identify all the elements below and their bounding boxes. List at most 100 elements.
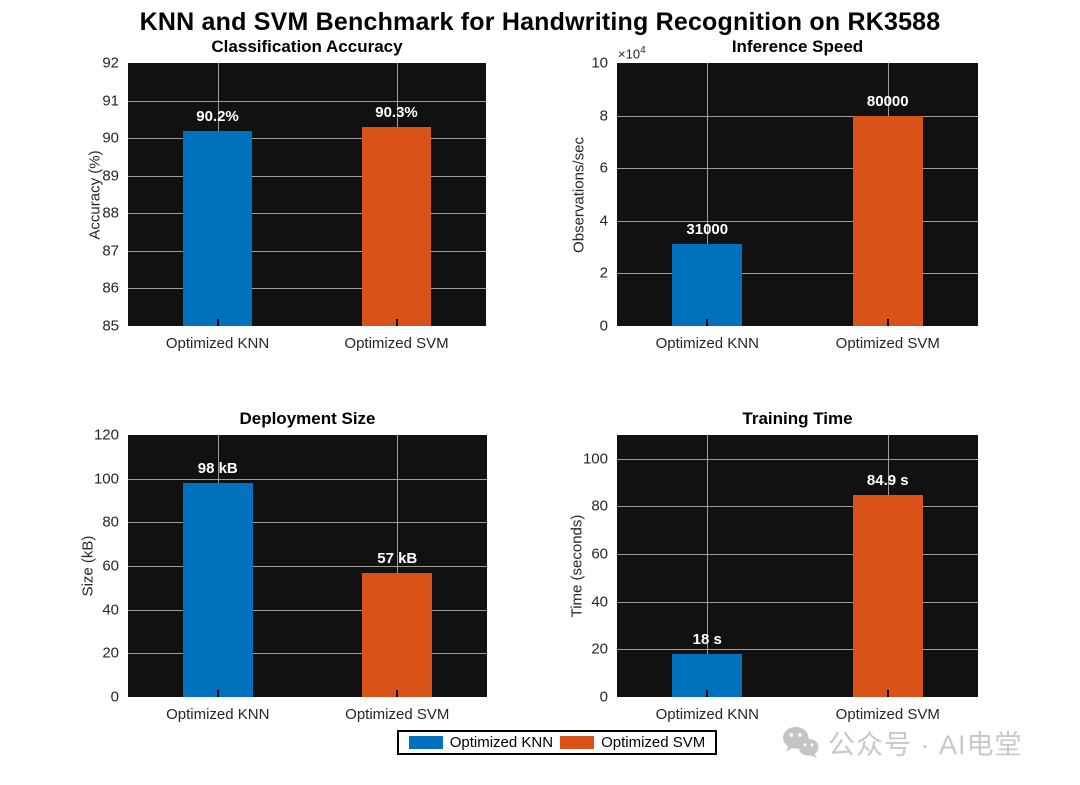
h-gridline <box>128 100 486 102</box>
bar-optimized-svm <box>852 115 923 326</box>
x-tick-label: Optimized KNN <box>166 706 270 723</box>
y-tick-label: 60 <box>591 545 608 563</box>
x-tick-label: Optimized KNN <box>655 335 759 352</box>
h-gridline <box>128 250 486 252</box>
y-tick-label: 80 <box>591 497 608 515</box>
h-gridline <box>617 458 978 460</box>
subplot-title: Deployment Size <box>239 409 376 428</box>
y-tick-label: 100 <box>582 450 608 468</box>
watermark: 公众号 · AI电堂 <box>781 722 1023 762</box>
bar-optimized-svm <box>852 494 923 697</box>
h-gridline <box>128 609 487 611</box>
y-axis-label: Accuracy (%) <box>86 149 104 240</box>
h-gridline <box>617 220 978 222</box>
x-tick-mark <box>706 690 709 697</box>
y-tick-label: 2 <box>599 264 608 282</box>
bar-optimized-knn <box>182 130 253 326</box>
x-tick-label: Optimized SVM <box>835 335 940 352</box>
y-tick-label: 88 <box>102 204 119 222</box>
x-tick-mark <box>396 690 399 697</box>
h-gridline <box>617 506 978 508</box>
h-gridline <box>128 138 486 140</box>
y-axis-label: Size (kB) <box>79 535 97 597</box>
y-tick-label: 6 <box>599 159 608 177</box>
x-tick-mark <box>216 319 219 326</box>
bar-value-label: 84.9 s <box>866 471 909 489</box>
y-tick-label: 60 <box>102 557 119 575</box>
bar-optimized-knn <box>672 654 743 697</box>
y-axis-label: Time (seconds) <box>568 514 586 618</box>
h-gridline <box>617 601 978 603</box>
x-tick-label: Optimized KNN <box>655 706 759 723</box>
x-tick-label: Optimized SVM <box>345 706 450 723</box>
legend-swatch-knn <box>408 736 443 749</box>
x-tick-mark <box>886 690 889 697</box>
x-tick-mark <box>216 690 219 697</box>
y-tick-label: 91 <box>102 92 119 110</box>
legend: Optimized KNN Optimized SVM <box>397 730 717 755</box>
h-gridline <box>128 653 487 655</box>
y-tick-label: 89 <box>102 167 119 185</box>
bar-optimized-knn <box>672 244 743 326</box>
y-tick-label: 20 <box>102 644 119 662</box>
y-tick-label: 100 <box>93 470 119 488</box>
h-gridline <box>617 649 978 651</box>
bar-optimized-knn <box>182 483 253 697</box>
subplot-title: Training Time <box>742 409 853 428</box>
chart-plot-area-2: Inference Speed Observations/sec ×104 0 2 4 6 8… <box>571 37 978 352</box>
bar-value-label: 18 s <box>692 631 722 649</box>
bar-value-label: 80000 <box>866 92 909 110</box>
y-tick-label: 85 <box>102 317 119 335</box>
x-tick-label: Optimized SVM <box>835 706 940 723</box>
y-tick-label: 40 <box>591 593 608 611</box>
y-tick-label: 87 <box>102 242 119 260</box>
bar-value-label: 31000 <box>686 221 729 239</box>
x-tick-mark <box>706 319 709 326</box>
watermark-text: 公众号 · AI电堂 <box>828 729 1023 760</box>
h-gridline <box>617 168 978 170</box>
bar-optimized-svm <box>362 572 433 697</box>
h-gridline <box>128 175 486 177</box>
y-tick-label: 80 <box>102 513 119 531</box>
y-tick-label: 10 <box>591 54 608 72</box>
h-gridline <box>617 554 978 556</box>
chart-plot-area-4: Training Time Time (seconds) 0 20 40 60 80 100 1… <box>569 409 978 723</box>
y-tick-label: 90 <box>102 129 119 147</box>
bar-value-label: 90.2% <box>196 107 239 125</box>
x-tick-mark <box>886 319 889 326</box>
v-gridline <box>707 63 709 326</box>
legend-label-svm: Optimized SVM <box>601 734 706 751</box>
y-tick-label: 0 <box>599 317 608 335</box>
h-gridline <box>128 213 486 215</box>
y-tick-label: 0 <box>110 688 119 706</box>
bar-value-label: 98 kB <box>197 460 238 478</box>
y-tick-label: 20 <box>591 640 608 658</box>
axis-exponent-label: ×104 <box>618 44 646 61</box>
y-tick-label: 120 <box>93 426 119 444</box>
h-gridline <box>128 522 487 524</box>
bar-value-label: 90.3% <box>375 103 418 121</box>
legend-label-knn: Optimized KNN <box>449 734 554 751</box>
bar-optimized-svm <box>361 126 432 326</box>
y-tick-label: 8 <box>599 107 608 125</box>
wechat-icon <box>781 725 819 759</box>
subplot-title: Inference Speed <box>731 37 864 56</box>
y-tick-label: 92 <box>102 54 119 72</box>
x-tick-label: Optimized KNN <box>165 335 270 352</box>
figure-title: KNN and SVM Benchmark for Handwriting Re… <box>139 8 941 36</box>
bar-value-label: 57 kB <box>377 549 418 567</box>
x-tick-label: Optimized SVM <box>344 335 449 352</box>
h-gridline <box>617 115 978 117</box>
h-gridline <box>128 288 486 290</box>
chart-plot-area-3: Deployment Size Size (kB) 0 20 40 60 80 100 120 9… <box>80 409 487 723</box>
legend-swatch-svm <box>560 736 595 749</box>
h-gridline <box>128 478 487 480</box>
chart-plot-area-1: Classification Accuracy Accuracy (%) 85 86 8… <box>87 37 486 352</box>
h-gridline <box>617 273 978 275</box>
h-gridline <box>128 566 487 567</box>
y-tick-label: 4 <box>599 212 608 230</box>
subplot-title: Classification Accuracy <box>211 37 403 56</box>
v-gridline <box>397 435 399 697</box>
y-axis-label: Observations/sec <box>570 136 588 253</box>
